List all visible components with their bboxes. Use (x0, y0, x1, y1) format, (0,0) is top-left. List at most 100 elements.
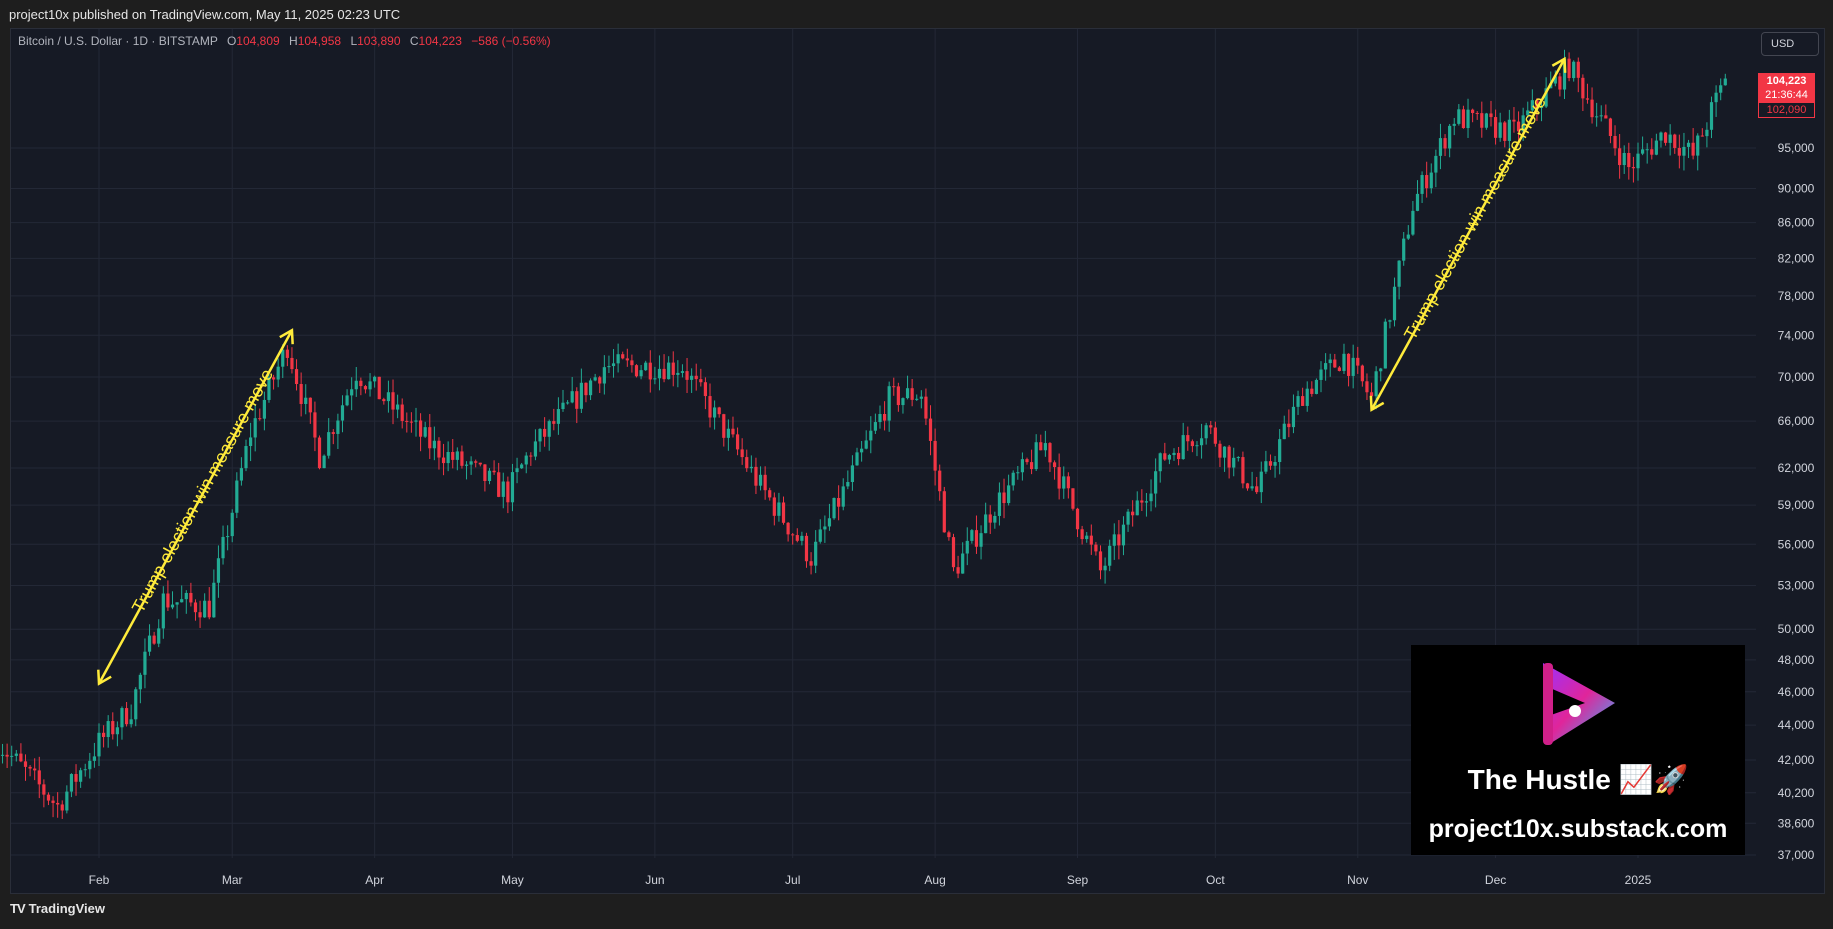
candle-body (474, 461, 478, 463)
candle-body (1530, 100, 1534, 111)
candle-body (1342, 353, 1346, 371)
candle-body (180, 599, 184, 603)
candle-body (1103, 565, 1107, 571)
currency-button[interactable]: USD (1761, 32, 1819, 56)
candle-body (294, 369, 299, 384)
x-tick-label: 2025 (1625, 873, 1652, 887)
candle-body (1282, 423, 1286, 440)
candle-body (1654, 140, 1658, 155)
candle-body (997, 492, 1002, 516)
candle-body (795, 535, 799, 541)
candle-body (469, 461, 473, 465)
candle-body (239, 468, 244, 481)
y-tick-label: 70,000 (1778, 370, 1815, 384)
candle-body (221, 536, 225, 559)
y-tick-label: 48,000 (1778, 653, 1815, 667)
candle-body (487, 470, 492, 482)
candle-body (1144, 501, 1149, 503)
candle-body (244, 446, 248, 469)
candle-body (1140, 500, 1144, 503)
candle-body (37, 770, 41, 785)
candle-body (598, 377, 602, 384)
candle-body (846, 482, 850, 487)
candle-body (1319, 369, 1323, 380)
candle-body (79, 770, 83, 782)
candle-body (1544, 88, 1548, 107)
candle-body (1682, 146, 1686, 156)
y-tick-label: 46,000 (1778, 685, 1815, 699)
candle-body (345, 395, 349, 406)
candle-body (212, 582, 216, 618)
candle-body (1383, 321, 1387, 369)
candle-body (230, 512, 234, 537)
candle-body (1098, 551, 1103, 571)
footer-brand[interactable]: TV TradingView (10, 901, 105, 916)
candle-body (951, 537, 956, 568)
bar-countdown: 21:36:44 (1765, 89, 1808, 101)
candle-body (1131, 511, 1135, 516)
candle-body (593, 377, 597, 381)
candle-body (653, 378, 657, 380)
candle-body (281, 349, 285, 367)
candle-body (1085, 535, 1089, 540)
candle-body (501, 481, 505, 497)
candle-body (92, 756, 97, 761)
candle-body (203, 600, 207, 618)
candle-body (455, 451, 459, 460)
candle-body (285, 349, 289, 358)
candle-body (565, 402, 570, 404)
candle-body (639, 370, 643, 377)
candle-body (1411, 210, 1415, 235)
candle-body (717, 407, 721, 415)
candle-body (331, 432, 335, 434)
candle-body (515, 468, 519, 473)
candle-body (5, 754, 9, 757)
candle-body (804, 535, 809, 562)
candle-body (478, 462, 482, 465)
candle-body (1562, 58, 1567, 90)
candle-body (1034, 442, 1038, 470)
candle-body (290, 357, 294, 370)
candle-body (1029, 462, 1034, 470)
candle-body (671, 362, 675, 375)
candle-body (1301, 396, 1305, 406)
candle-body (1539, 106, 1544, 108)
candle-body (451, 451, 455, 460)
footer-brand-label: TradingView (28, 901, 105, 916)
candle-body (1406, 234, 1410, 239)
candle-body (1512, 119, 1516, 122)
candle-body (65, 791, 69, 811)
candle-body (340, 405, 345, 421)
candle-body (1521, 115, 1525, 132)
candle-body (703, 382, 708, 397)
candle-body (1613, 135, 1617, 149)
high-label: H (289, 34, 298, 48)
candle-body (1268, 461, 1273, 466)
candle-body (1576, 61, 1580, 78)
measure-arrow-label: Trump election win measure move (128, 366, 277, 616)
candle-body (1397, 260, 1401, 287)
candle-body (809, 561, 813, 566)
candle-body (1094, 544, 1098, 552)
candle-body (460, 451, 464, 466)
candle-body (46, 794, 51, 801)
candle-body (1190, 441, 1194, 447)
y-tick-label: 37,000 (1778, 848, 1815, 862)
candle-body (1218, 443, 1222, 458)
candle-body (956, 567, 960, 574)
candle-body (1489, 113, 1493, 118)
candle-body (1176, 452, 1181, 460)
candle-body (1677, 147, 1681, 156)
last-price: 104,223 (1766, 75, 1807, 87)
candle-body (1388, 320, 1392, 322)
candle-body (1402, 238, 1406, 261)
candle-body (781, 502, 786, 523)
measure-arrows: Trump election win measure move Trump ele… (97, 56, 1567, 686)
candle-body (1255, 486, 1259, 493)
y-tick-label: 59,000 (1778, 498, 1815, 512)
candle-body (754, 466, 758, 486)
candle-body (616, 354, 620, 364)
candle-body (708, 396, 712, 418)
candle-body (1567, 58, 1571, 79)
candle-body (1356, 357, 1360, 366)
